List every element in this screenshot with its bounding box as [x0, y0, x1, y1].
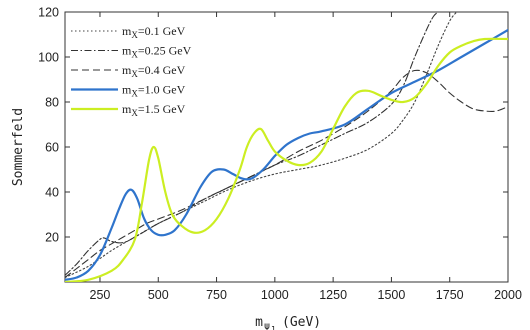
y-tick-label: 80	[45, 96, 59, 110]
x-tick-label: 500	[148, 288, 169, 302]
legend-label-value: =1.5 GeV	[138, 102, 186, 116]
legend-label-value: =1.0 GeV	[138, 83, 186, 97]
legend-label-4: mX=1.0 GeV	[122, 83, 186, 99]
plot-frame	[64, 11, 509, 283]
axis-ticks: 250 500 750 1000 1250 1500 1750 2000 20 40 60 80 100…	[38, 6, 522, 303]
series-layer	[65, 12, 508, 282]
series-line-4	[65, 28, 508, 281]
legend-label-subscript: X	[131, 108, 138, 118]
legend-label-value: =0.1 GeV	[138, 24, 186, 38]
x-axis-label-subsub: 1	[271, 325, 276, 330]
legend-label-subscript: X	[131, 89, 138, 99]
legend-label-prefix: m	[122, 24, 132, 38]
x-axis-label-main: m	[255, 315, 263, 330]
legend-label-subscript: X	[131, 30, 138, 40]
x-axis-label-unit: (GeV)	[282, 315, 321, 330]
x-axis-label: m ψ 1 (GeV)	[255, 315, 321, 330]
x-tick-label: 250	[90, 288, 111, 302]
x-tick-label: 1500	[378, 288, 406, 302]
y-tick-label: 100	[38, 51, 59, 65]
x-tick-label: 1000	[261, 288, 289, 302]
x-tick-label: 2000	[494, 288, 522, 302]
legend-label-prefix: m	[122, 44, 132, 58]
legend-label-prefix: m	[122, 63, 132, 77]
y-tick-label: 60	[45, 141, 59, 155]
y-tick-label: 40	[45, 186, 59, 200]
legend-label-value: =0.4 GeV	[138, 63, 186, 77]
y-axis-label: Sommerfeld	[11, 108, 26, 186]
series-line-5	[65, 37, 508, 282]
x-tick-label: 1250	[319, 288, 347, 302]
x-axis-label-sub: ψ	[264, 321, 270, 330]
legend-label-5: mX=1.5 GeV	[122, 102, 186, 118]
x-tick-label: 750	[206, 288, 227, 302]
legend-label-prefix: m	[122, 83, 132, 97]
legend-label-3: mX=0.4 GeV	[122, 63, 186, 79]
legend-label-prefix: m	[122, 102, 132, 116]
legend-label-1: mX=0.1 GeV	[122, 24, 186, 40]
legend-label-2: mX=0.25 GeV	[122, 44, 192, 60]
series-line-3	[65, 69, 508, 279]
legend-label-value: =0.25 GeV	[138, 44, 192, 58]
y-tick-label: 20	[45, 231, 59, 245]
x-tick-label: 1750	[436, 288, 464, 302]
legend-label-subscript: X	[131, 69, 138, 79]
y-tick-label: 120	[38, 6, 59, 20]
legend-label-subscript: X	[131, 50, 138, 60]
